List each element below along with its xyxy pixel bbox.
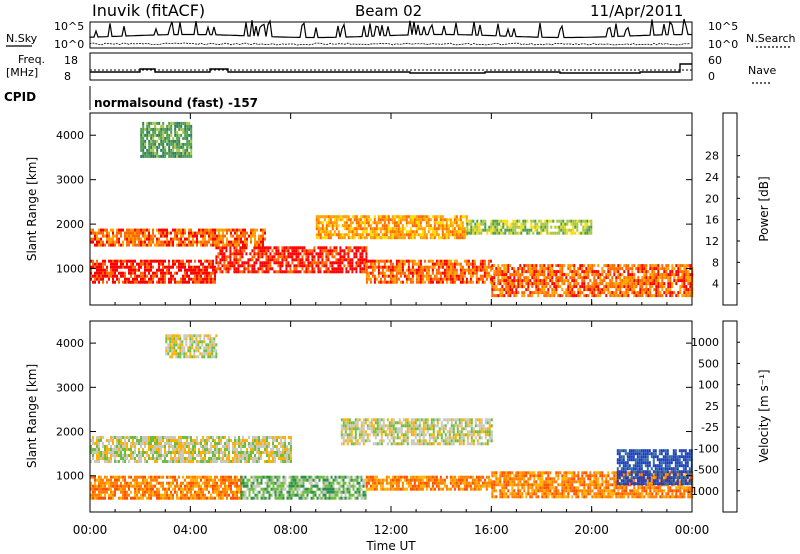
- nsearch-tick-low: 10^0: [708, 38, 738, 51]
- freq-label-1: Freq.: [18, 53, 45, 66]
- power-colorbar-tick-label: 16: [705, 214, 719, 227]
- velocity-ytick-label: 4000: [56, 337, 84, 350]
- power-colorbar-tick-label: 28: [705, 150, 719, 163]
- x-tick-label: 00:00: [675, 523, 710, 537]
- power-x-ticks: [89, 113, 693, 305]
- power-colorbar-tick-label: 12: [705, 235, 719, 248]
- velocity-ylabel: Slant Range [km]: [25, 364, 39, 468]
- velocity-colorbar-tick-label: -25: [701, 421, 719, 434]
- freq-tick-high: 18: [64, 54, 78, 67]
- power-ytick-label: 2000: [56, 218, 84, 231]
- velocity-ytick-label: 3000: [56, 381, 84, 394]
- x-tick-label: 00:00: [73, 523, 108, 537]
- freq-line: [90, 63, 692, 74]
- station-title: Inuvik (fitACF): [92, 1, 205, 20]
- velocity-colorbar-tick-label: 25: [705, 400, 719, 413]
- nsearch-label: N.Search: [746, 32, 796, 45]
- cpid-label: CPID: [4, 90, 36, 104]
- cpid-text: normalsound (fast) -157: [94, 96, 258, 110]
- velocity-region: [616, 449, 693, 486]
- power-y-axis: 1000 2000 3000 4000: [56, 129, 692, 276]
- velocity-colorbar-tick-label: 1000: [691, 336, 719, 349]
- nsky-panel: N.Sky 10^5 10^0 10^5 10^0 N.Search: [6, 18, 796, 51]
- velocity-region: [365, 475, 492, 491]
- power-colorbar: 4 8 12 16 20 24 28: [705, 112, 740, 306]
- power-region: [365, 259, 492, 284]
- velocity-colorbar-tick-label: 100: [698, 379, 719, 392]
- velocity-region: [90, 475, 242, 500]
- power-region: [491, 264, 694, 298]
- nsky-tick-low: 10^0: [54, 38, 84, 51]
- power-region: [90, 228, 266, 247]
- velocity-colorbar-tick-label: 500: [698, 357, 719, 370]
- x-tick-label: 04:00: [173, 523, 208, 537]
- velocity-colorbar-tick-label: -100: [694, 442, 719, 455]
- power-colorbar-tick-label: 20: [705, 192, 719, 205]
- power-colorbar-label: Power [dB]: [757, 176, 771, 241]
- x-tick-label: 08:00: [273, 523, 308, 537]
- velocity-y-axis: 1000 2000 3000 4000: [56, 337, 692, 483]
- power-ytick-label: 3000: [56, 174, 84, 187]
- power-colorbar-tick-label: 24: [705, 171, 719, 184]
- power-region: [90, 259, 216, 284]
- velocity-colorbar-tick-label: -1000: [687, 485, 719, 498]
- velocity-colorbar-tick-label: -500: [694, 464, 719, 477]
- freq-trace: [90, 63, 692, 74]
- freq-tick-low: 8: [64, 70, 71, 83]
- x-tick-label: 16:00: [474, 523, 509, 537]
- freq-label-2: [MHz]: [6, 66, 38, 79]
- velocity-region: [90, 436, 292, 463]
- x-tick-label: 20:00: [574, 523, 609, 537]
- power-colorbar-tick-label: 8: [712, 256, 719, 269]
- x-tick-label: 12:00: [374, 523, 409, 537]
- nsky-line: [89, 18, 692, 39]
- power-region: [215, 246, 368, 274]
- velocity-panel: 1000 2000 3000 4000 00:00 04:00 08:00 12:00 16:…: [25, 320, 771, 553]
- velocity-region: [165, 334, 218, 359]
- nave-label: Nave: [748, 64, 776, 77]
- date-title: 11/Apr/2011: [590, 2, 683, 20]
- nsearch-tick-high: 10^5: [708, 20, 738, 33]
- x-axis-label: Time UT: [365, 539, 416, 553]
- power-colorbar-frame: [722, 112, 738, 306]
- velocity-region: [340, 418, 493, 446]
- nave-tick-low: 0: [708, 70, 715, 83]
- freq-panel: Freq. [MHz] 18 8 60 0 Nave: [6, 52, 776, 84]
- power-ytick-label: 4000: [56, 129, 84, 142]
- power-colorbar-tick-label: 4: [712, 278, 719, 291]
- velocity-ytick-label: 1000: [56, 470, 84, 483]
- nsky-trace: [89, 18, 692, 46]
- velocity-ytick-label: 2000: [56, 426, 84, 439]
- velocity-colorbar-frame: [722, 320, 738, 513]
- nsky-tick-high: 10^5: [54, 20, 84, 33]
- power-region: [140, 121, 193, 158]
- velocity-data: [90, 334, 694, 500]
- nsky-label: N.Sky: [6, 32, 38, 45]
- power-ytick-label: 1000: [56, 263, 84, 276]
- power-region: [315, 215, 468, 240]
- power-data: [90, 121, 694, 298]
- power-ylabel: Slant Range [km]: [25, 157, 39, 261]
- nave-tick-high: 60: [708, 54, 722, 67]
- beam-title: Beam 02: [355, 2, 422, 20]
- velocity-colorbar: 1000 500 100 25 -25 -100 -500 -1000: [687, 320, 740, 513]
- velocity-colorbar-label: Velocity [m s⁻¹]: [757, 369, 771, 462]
- velocity-region: [240, 475, 367, 500]
- nsearch-line: [89, 42, 691, 46]
- velocity-x-axis: 00:00 04:00 08:00 12:00 16:00 20:00 00:00: [73, 321, 710, 537]
- power-panel: 1000 2000 3000 4000 Slant Range [km] 4 8 12 16…: [25, 112, 771, 306]
- power-region: [466, 219, 593, 235]
